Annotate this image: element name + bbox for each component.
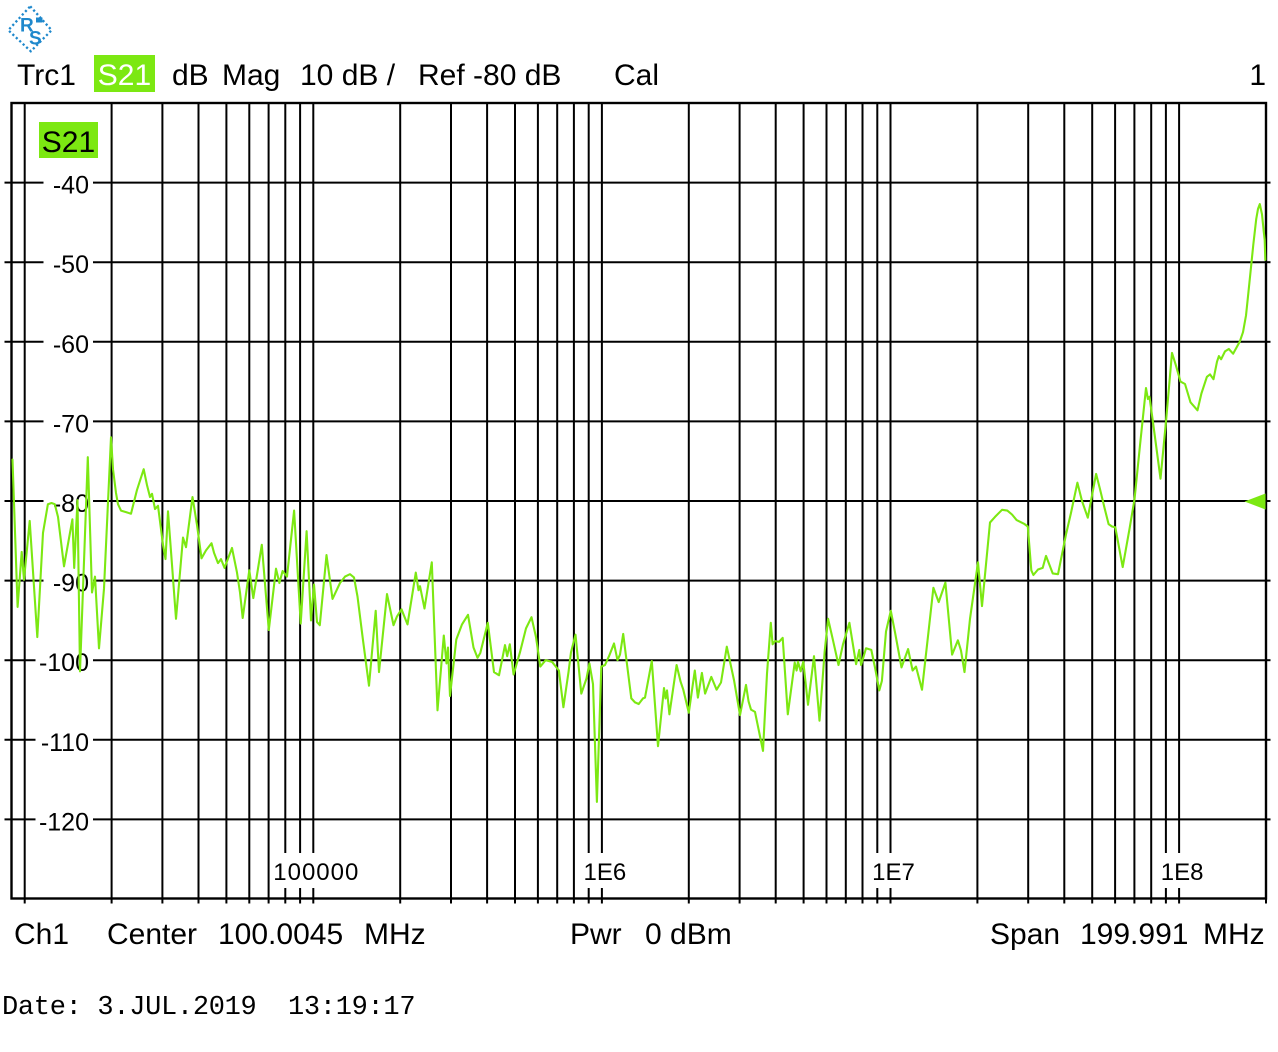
- svg-text:MHz: MHz: [1203, 918, 1265, 951]
- svg-text:199.991: 199.991: [1080, 918, 1188, 951]
- svg-text:S21: S21: [98, 59, 151, 92]
- svg-text:10 dB /: 10 dB /: [300, 59, 396, 92]
- svg-text:Pwr: Pwr: [570, 918, 622, 951]
- svg-text:Mag: Mag: [222, 59, 280, 92]
- svg-text:R: R: [20, 16, 34, 37]
- svg-text:-70: -70: [53, 410, 89, 438]
- svg-text:Ch1: Ch1: [14, 918, 69, 951]
- svg-text:-40: -40: [53, 172, 89, 200]
- svg-text:-120: -120: [39, 808, 89, 836]
- svg-text:1E7: 1E7: [872, 859, 915, 886]
- svg-text:1E6: 1E6: [584, 859, 627, 886]
- svg-text:dB: dB: [172, 59, 209, 92]
- svg-text:Span: Span: [990, 918, 1060, 951]
- svg-text:Ref -80 dB: Ref -80 dB: [418, 59, 561, 92]
- svg-text:Center: Center: [107, 918, 197, 951]
- svg-text:-110: -110: [41, 729, 89, 757]
- svg-text:Cal: Cal: [614, 59, 659, 92]
- svg-text:Date: 3.JUL.2019: Date: 3.JUL.2019: [2, 993, 256, 1023]
- svg-text:1E8: 1E8: [1161, 859, 1204, 886]
- svg-text:-60: -60: [53, 331, 89, 359]
- svg-text:MHz: MHz: [364, 918, 426, 951]
- svg-text:-50: -50: [53, 251, 89, 279]
- svg-text:S21: S21: [42, 126, 95, 159]
- svg-text:100.0045: 100.0045: [218, 918, 343, 951]
- svg-text:100000: 100000: [273, 859, 359, 886]
- svg-text:Trc1: Trc1: [17, 59, 76, 92]
- svg-text:1: 1: [1249, 59, 1266, 92]
- svg-text:S: S: [29, 29, 42, 50]
- svg-text:-80: -80: [53, 490, 89, 518]
- svg-text:0 dBm: 0 dBm: [645, 918, 732, 951]
- svg-text:13:19:17: 13:19:17: [288, 993, 415, 1023]
